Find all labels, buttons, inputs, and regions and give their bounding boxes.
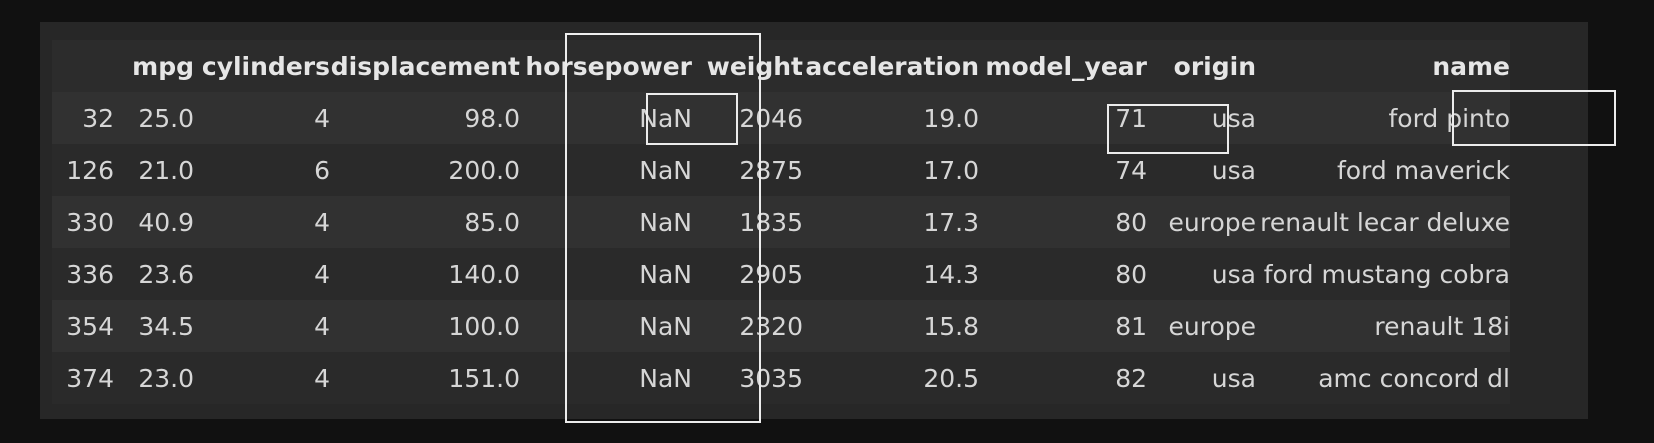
column-header-model-year: model_year xyxy=(979,40,1147,92)
cell-acceleration: 19.0 xyxy=(803,92,979,144)
cell-origin: europe xyxy=(1147,300,1256,352)
column-header-horsepower: horsepower xyxy=(520,40,692,92)
cell-displacement: 140.0 xyxy=(330,248,520,300)
cell-mpg: 40.9 xyxy=(114,196,194,248)
cell-displacement: 200.0 xyxy=(330,144,520,196)
cell-model-year: 80 xyxy=(979,248,1147,300)
cell-displacement: 98.0 xyxy=(330,92,520,144)
cell-weight: 1835 xyxy=(692,196,803,248)
row-index: 330 xyxy=(52,196,114,248)
cell-model-year: 71 xyxy=(979,92,1147,144)
table-row: 330 40.9 4 85.0 NaN 1835 17.3 80 europe … xyxy=(52,196,1510,248)
column-header-cylinders: cylinders xyxy=(194,40,330,92)
column-header-displacement: displacement xyxy=(330,40,520,92)
cell-origin: usa xyxy=(1147,248,1256,300)
column-header-name: name xyxy=(1256,40,1510,92)
cell-horsepower: NaN xyxy=(520,144,692,196)
row-index: 374 xyxy=(52,352,114,404)
cell-origin: usa xyxy=(1147,92,1256,144)
cell-cylinders: 6 xyxy=(194,144,330,196)
cell-cylinders: 4 xyxy=(194,352,330,404)
cell-displacement: 151.0 xyxy=(330,352,520,404)
table-row: 32 25.0 4 98.0 NaN 2046 19.0 71 usa ford… xyxy=(52,92,1510,144)
table-row: 126 21.0 6 200.0 NaN 2875 17.0 74 usa fo… xyxy=(52,144,1510,196)
cell-name: ford mustang cobra xyxy=(1256,248,1510,300)
table-row: 374 23.0 4 151.0 NaN 3035 20.5 82 usa am… xyxy=(52,352,1510,404)
cell-origin: usa xyxy=(1147,352,1256,404)
cell-model-year: 74 xyxy=(979,144,1147,196)
row-index: 354 xyxy=(52,300,114,352)
cell-mpg: 34.5 xyxy=(114,300,194,352)
cell-acceleration: 15.8 xyxy=(803,300,979,352)
column-header-origin: origin xyxy=(1147,40,1256,92)
cell-weight: 2905 xyxy=(692,248,803,300)
cell-name: amc concord dl xyxy=(1256,352,1510,404)
cell-model-year: 81 xyxy=(979,300,1147,352)
column-header-weight: weight xyxy=(692,40,803,92)
cell-origin: usa xyxy=(1147,144,1256,196)
header-row: mpg cylinders displacement horsepower we… xyxy=(52,40,1510,92)
cell-displacement: 85.0 xyxy=(330,196,520,248)
cell-mpg: 23.6 xyxy=(114,248,194,300)
cell-horsepower: NaN xyxy=(520,196,692,248)
cell-acceleration: 14.3 xyxy=(803,248,979,300)
row-index: 126 xyxy=(52,144,114,196)
cell-displacement: 100.0 xyxy=(330,300,520,352)
cell-mpg: 21.0 xyxy=(114,144,194,196)
cell-acceleration: 17.3 xyxy=(803,196,979,248)
cell-horsepower: NaN xyxy=(520,92,692,144)
cell-horsepower: NaN xyxy=(520,352,692,404)
cell-mpg: 23.0 xyxy=(114,352,194,404)
cell-acceleration: 17.0 xyxy=(803,144,979,196)
cell-name: renault lecar deluxe xyxy=(1256,196,1510,248)
cell-cylinders: 4 xyxy=(194,196,330,248)
index-header xyxy=(52,40,114,92)
cell-name: renault 18i xyxy=(1256,300,1510,352)
row-index: 32 xyxy=(52,92,114,144)
cell-weight: 3035 xyxy=(692,352,803,404)
cell-model-year: 82 xyxy=(979,352,1147,404)
cell-cylinders: 4 xyxy=(194,300,330,352)
cell-mpg: 25.0 xyxy=(114,92,194,144)
column-header-mpg: mpg xyxy=(114,40,194,92)
column-header-acceleration: acceleration xyxy=(803,40,979,92)
cell-origin: europe xyxy=(1147,196,1256,248)
table-row: 354 34.5 4 100.0 NaN 2320 15.8 81 europe… xyxy=(52,300,1510,352)
cell-horsepower: NaN xyxy=(520,300,692,352)
cell-model-year: 80 xyxy=(979,196,1147,248)
cell-cylinders: 4 xyxy=(194,248,330,300)
dataframe-table: mpg cylinders displacement horsepower we… xyxy=(52,40,1510,404)
cell-acceleration: 20.5 xyxy=(803,352,979,404)
row-index: 336 xyxy=(52,248,114,300)
cell-weight: 2875 xyxy=(692,144,803,196)
cell-cylinders: 4 xyxy=(194,92,330,144)
cell-horsepower: NaN xyxy=(520,248,692,300)
table-row: 336 23.6 4 140.0 NaN 2905 14.3 80 usa fo… xyxy=(52,248,1510,300)
cell-weight: 2320 xyxy=(692,300,803,352)
cell-weight: 2046 xyxy=(692,92,803,144)
cell-name: ford pinto xyxy=(1256,92,1510,144)
cell-name: ford maverick xyxy=(1256,144,1510,196)
